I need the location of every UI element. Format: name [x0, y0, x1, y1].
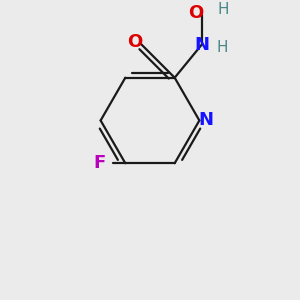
Text: F: F	[94, 154, 106, 172]
Text: O: O	[127, 33, 142, 51]
Text: N: N	[194, 36, 209, 54]
Text: H: H	[216, 40, 228, 55]
Text: N: N	[199, 112, 214, 130]
Text: H: H	[218, 2, 229, 17]
Text: O: O	[189, 4, 204, 22]
